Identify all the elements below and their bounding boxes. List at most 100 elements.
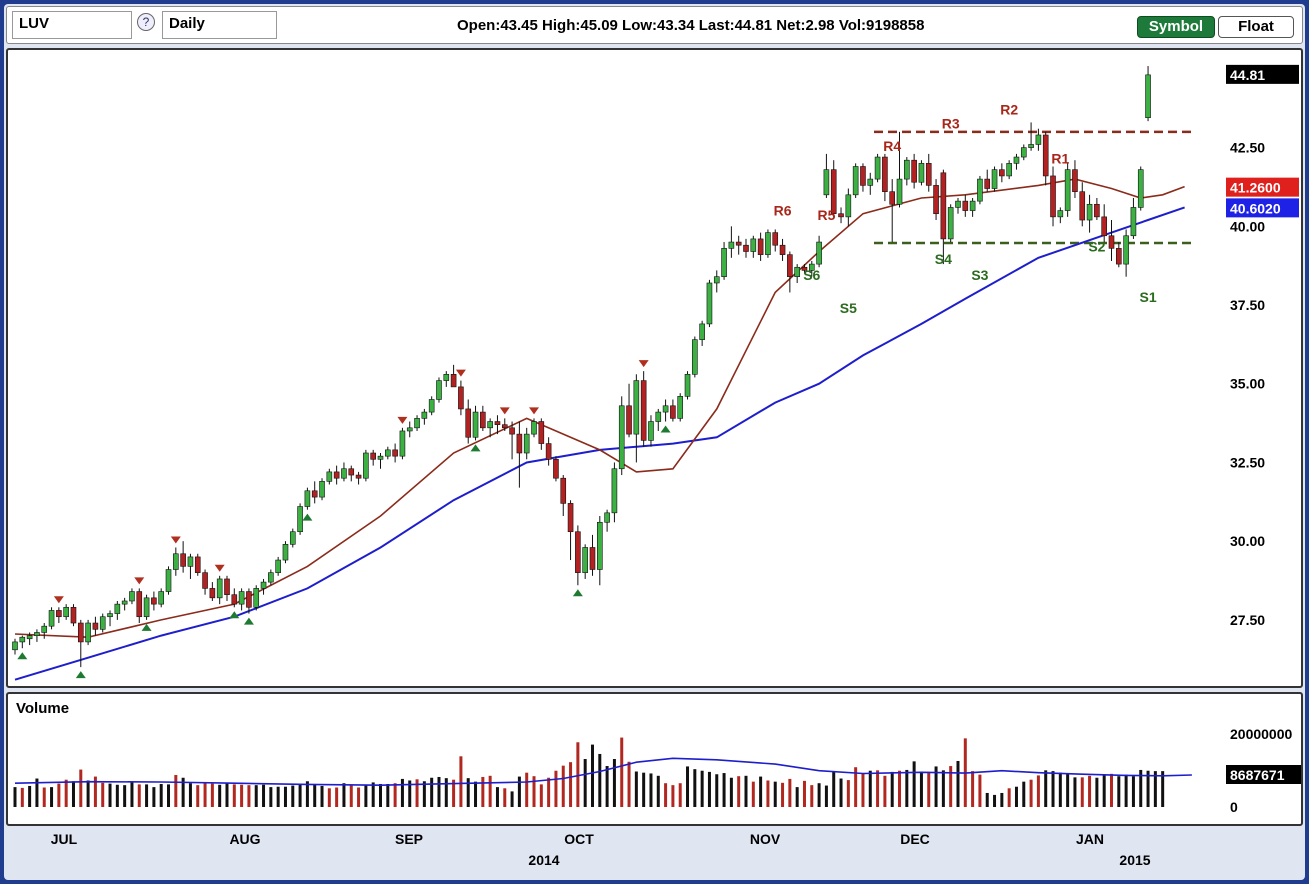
price-candle [260,578,267,595]
price-candle [648,415,654,447]
up-candle-body [341,468,347,479]
price-chart[interactable]: 27.50 30.00 32.50 35.00 37.50 40.00 42.50 R6 R5 R… [8,50,1301,686]
price-candle [304,487,311,510]
swing-high-marker [53,596,64,604]
price-candle [370,449,376,466]
up-candle-body [443,373,450,381]
volume-bar [254,785,258,807]
price-candle [999,163,1005,183]
price-candle [750,235,757,258]
volume-bar [35,778,39,807]
price-candle [428,396,435,416]
up-candle-body [216,578,223,599]
price-candle [904,157,910,186]
price-candle [487,418,493,438]
price-candle [662,399,669,422]
price-candle [311,481,318,504]
volume-bar [1139,769,1143,807]
volume-bar [145,784,149,807]
volume-bar [430,777,434,807]
down-candle-body [735,241,742,246]
down-candle-body [670,405,676,419]
up-candle-body [187,556,194,567]
volume-bar [232,784,236,807]
volume-bar [773,781,777,807]
price-candle [56,607,62,624]
up-candle-body [699,323,705,340]
down-candle-body [458,386,464,410]
price-candle [867,172,874,195]
up-candle-body [618,405,625,470]
help-icon[interactable]: ? [137,13,155,31]
price-candle [268,569,274,586]
resistance-label: R6 [774,202,792,218]
volume-bar [590,744,594,807]
volume-bar [678,783,682,807]
swing-low-marker [229,611,240,619]
volume-bar [956,760,960,807]
down-candle-body [553,459,559,479]
float-button[interactable]: Float [1218,16,1294,38]
price-candle [136,588,143,624]
volume-bar [379,783,382,807]
price-candle [92,616,99,636]
price-candle [1057,207,1064,224]
volume-bar [28,785,32,807]
volume-bar [137,784,141,807]
up-candle-body [421,411,428,419]
price-candle [794,264,800,283]
up-candle-body [1086,203,1093,221]
volume-bar [1000,792,1004,807]
price-candle [297,503,303,535]
symbol-button[interactable]: Symbol [1137,16,1215,38]
volume-bar [298,784,302,807]
down-candle-body [925,163,932,186]
resistance-label: R3 [942,116,960,132]
volume-bar [437,776,441,807]
symbol-input[interactable]: LUV [12,11,132,39]
down-candle-body [1101,216,1107,237]
price-candle [246,588,252,614]
volume-bar [269,787,273,807]
down-candle-body [348,468,355,476]
up-candle-body [765,232,771,255]
volume-chart[interactable]: 20000000 0 8687671 [8,694,1301,824]
volume-panel[interactable]: 20000000 0 8687671 Volume [6,692,1303,826]
volume-bar [744,775,748,807]
price-candle [713,270,720,293]
down-candle-body [626,405,632,435]
down-candle-body [538,421,545,444]
price-candle [808,260,815,277]
price-candle [1020,144,1027,161]
volume-bar [802,780,806,807]
volume-bar [1131,776,1135,807]
price-candle [984,169,991,192]
price-candle [107,610,113,627]
down-candle-body [1079,191,1086,221]
volume-bar [656,775,660,807]
volume-bar [203,782,207,807]
price-candle [1035,128,1042,151]
price-panel[interactable]: 27.50 30.00 32.50 35.00 37.50 40.00 42.50 R6 R5 R… [6,48,1303,688]
up-candle-body [904,159,910,180]
price-candle [333,465,340,485]
price-candle [699,320,705,346]
volume-bar [766,780,770,807]
up-candle-body [173,553,179,570]
price-candle [684,371,691,400]
volume-bar [174,775,178,807]
interval-select[interactable]: Daily [162,11,277,39]
down-candle-body [545,443,552,460]
price-candle [626,383,632,438]
support-label: S4 [935,251,952,267]
price-candle [326,468,333,485]
volume-bar [342,783,346,807]
price-candle [114,600,121,620]
volume-bar [941,770,945,807]
swing-low-marker [243,617,254,625]
volume-bar [240,784,244,807]
down-candle-body [999,169,1005,177]
price-candle [1079,182,1086,227]
down-candle-body [509,427,515,435]
down-candle-body [830,169,837,215]
